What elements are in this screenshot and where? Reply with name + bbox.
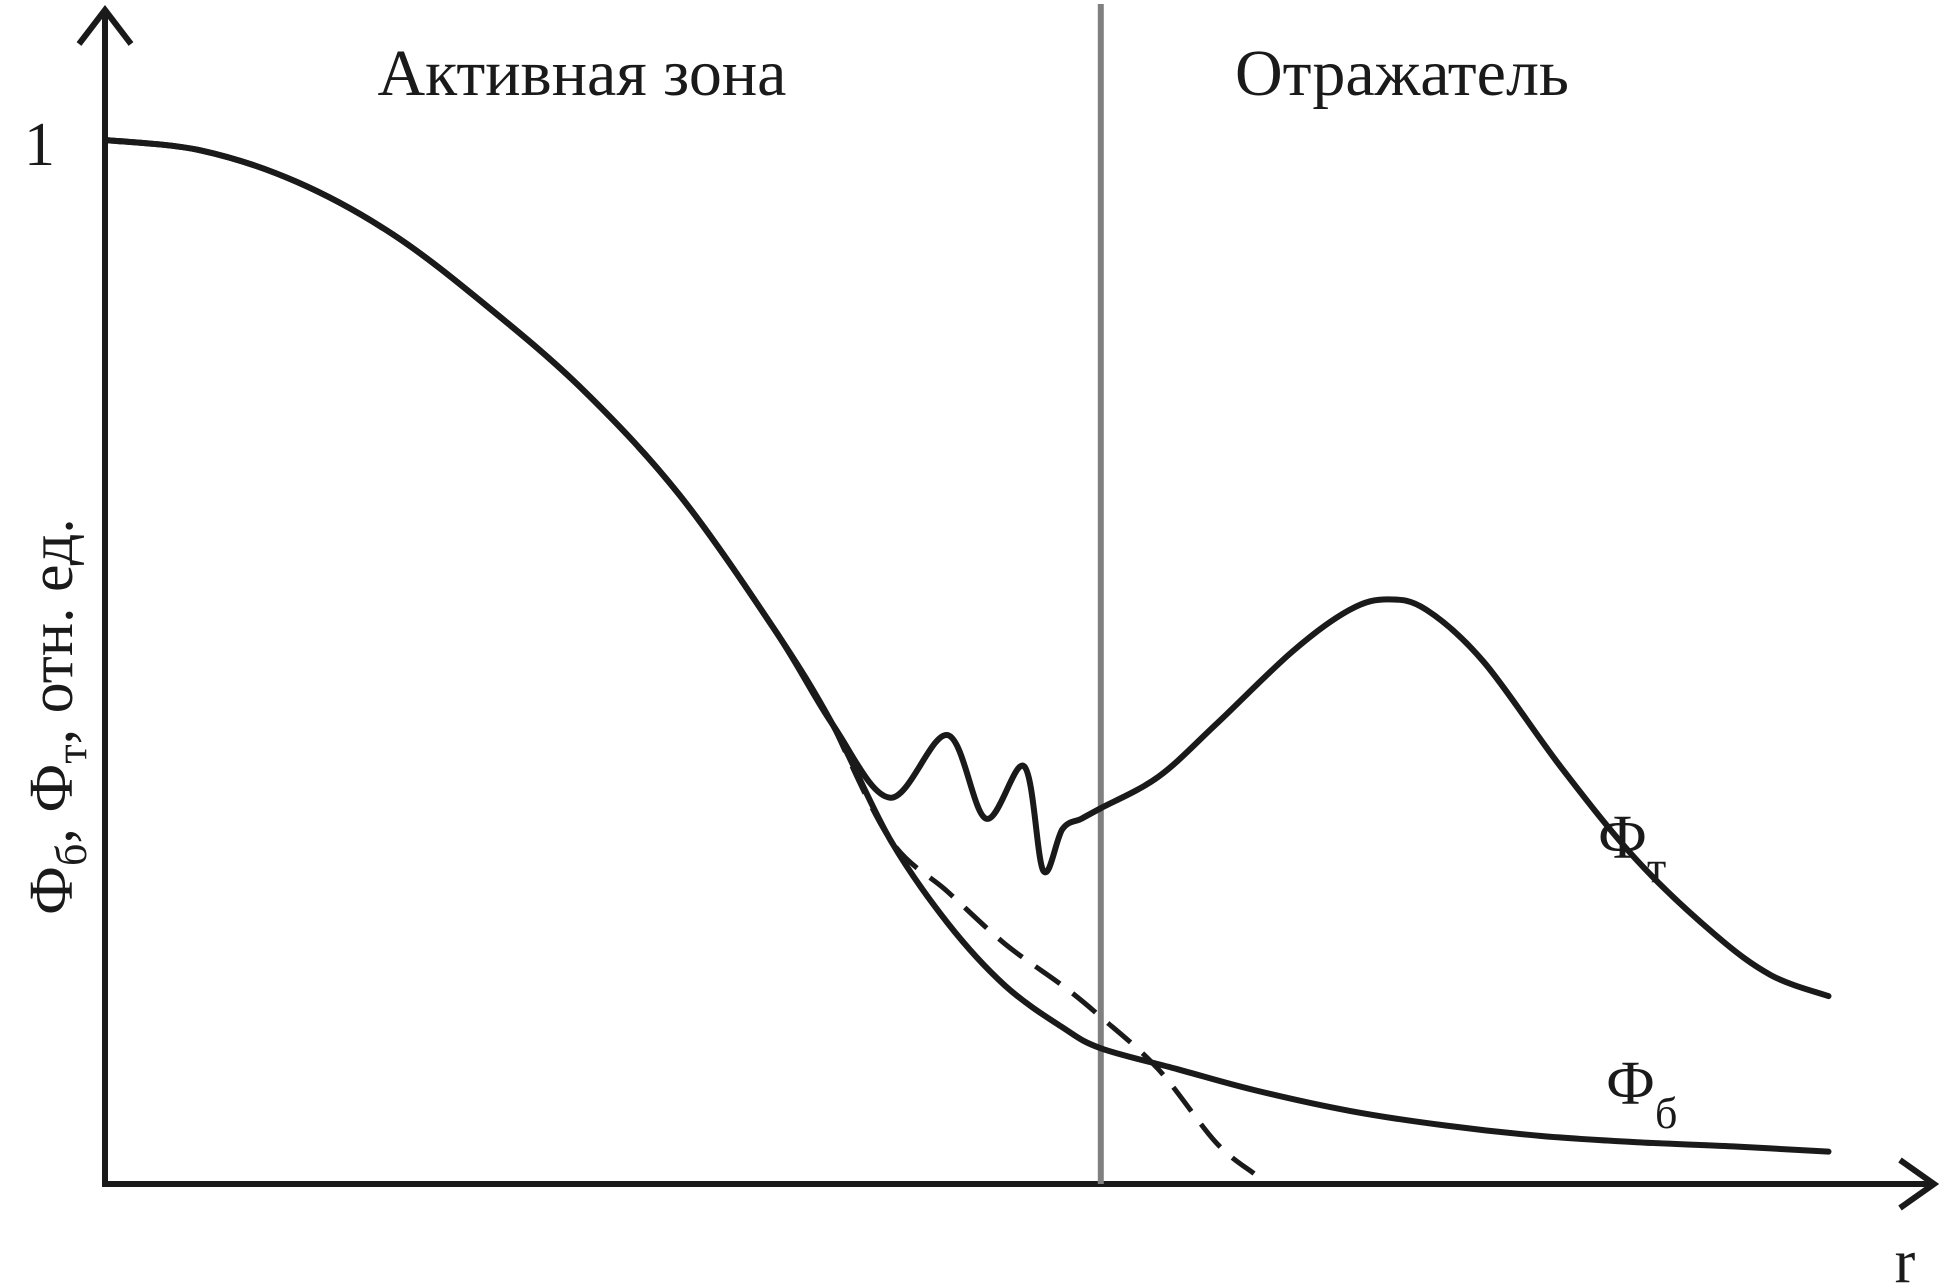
y-axis-label-sub1: б: [47, 844, 96, 866]
series-line-fast: [102, 137, 1832, 1155]
y-axis-label-main: Ф: [18, 866, 86, 915]
series-line-thermal: [102, 137, 1832, 1000]
y-axis-label-sub2: т: [47, 744, 96, 763]
series-line-extrapolation: [830, 723, 1256, 1176]
series-label-fast: Фб: [1606, 1050, 1677, 1138]
y-axis-arrow: [76, 5, 134, 46]
y-axis-label-sep: , Ф: [18, 764, 86, 844]
region-label-core: Активная зона: [378, 37, 787, 110]
x-axis-label: r: [1895, 1228, 1916, 1286]
region-label-reflector: Отражатель: [1235, 37, 1569, 110]
y-axis-label-tail: , отн. ед.: [18, 518, 86, 744]
series-label-thermal: Фт: [1598, 804, 1666, 892]
x-axis-arrow: [1898, 1157, 1940, 1211]
y-tick-label: 1: [24, 111, 55, 179]
y-axis-label: Фб, Фт, отн. ед.: [18, 518, 96, 915]
